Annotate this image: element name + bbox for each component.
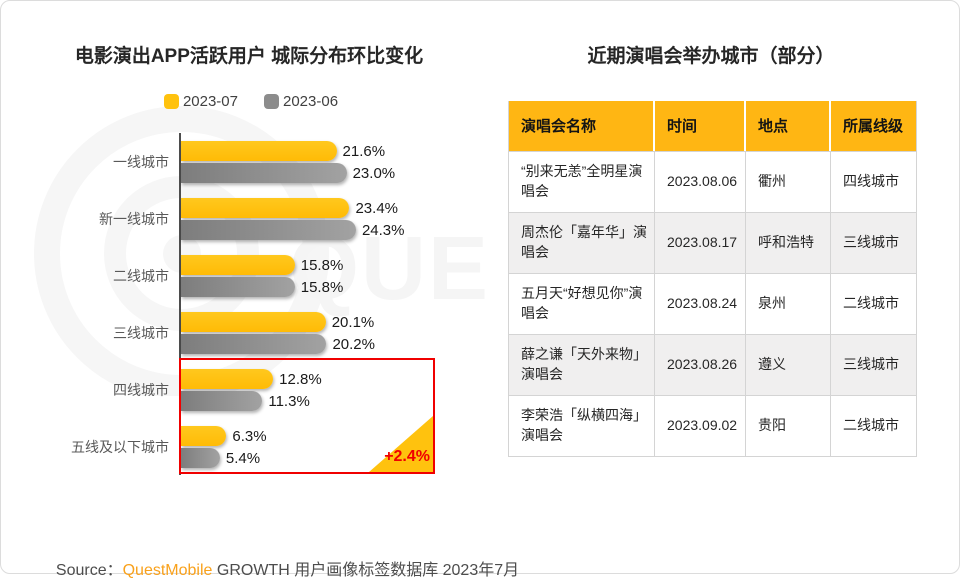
city-cell: 衢州 [746,152,831,212]
bar-value-label: 23.0% [352,164,396,182]
bar-value-label: 15.8% [300,256,344,274]
bar-row-2023-07: 6.3% [181,426,267,446]
tier-cell: 二线城市 [843,295,899,312]
table-row: “别来无恙”全明星演唱会 2023.08.06 衢州 四线城市 [509,151,916,212]
table-header-cell: 演唱会名称 [509,101,655,151]
bar-row-2023-06: 20.2% [181,334,375,354]
bar-2023-07 [181,255,295,275]
bar-row-2023-07: 23.4% [181,198,398,218]
category-label: 五线及以下城市 [71,439,169,455]
bar-value-label: 20.2% [332,335,375,353]
table-title: 近期演唱会举办城市（部分） [587,46,835,67]
bar-2023-06 [181,391,263,411]
legend-swatch-icon [264,94,279,109]
legend-swatch-icon [163,94,179,109]
concert-name-cell: 李荣浩「纵横四海」演唱会 [509,396,655,456]
bar-2023-06 [181,334,327,354]
legend-label: 2023-06 [283,93,339,110]
bar-value-label: 12.8% [279,370,322,388]
bar-2023-07 [181,369,274,389]
concert-name-cell: “别来无恙”全明星演唱会 [509,152,655,212]
chart-category-group: 五线及以下城市 6.3% 5.4% [31,426,479,468]
chart-category-group: 三线城市 20.1% 20.2% [31,312,479,354]
date-cell: 2023.08.24 [655,274,746,334]
concert-name-cell: 五月天“好想见你”演唱会 [509,274,655,334]
bar-2023-07 [181,426,227,446]
chart-axis-line [179,133,181,475]
bar-2023-07 [181,141,337,161]
chart-category-group: 一线城市 21.6% 23.0% [31,141,479,183]
bar-2023-07 [181,312,326,332]
tier-cell: 二线城市 [843,417,899,434]
bar-row-2023-06: 15.8% [181,277,343,297]
category-label: 一线城市 [113,154,169,170]
chart-title: 电影演出APP活跃用户 城际分布环比变化 [74,46,424,67]
concert-name-cell: 周杰伦「嘉年华」演唱会 [509,213,655,273]
city-cell: 贵阳 [746,396,831,456]
city-cell: 呼和浩特 [746,213,831,273]
legend-label: 2023-07 [182,93,238,110]
tier-cell: 三线城市 [843,234,899,251]
bar-value-label: 24.3% [361,221,405,239]
source-suffix: GROWTH 用户画像标签数据库 2023年7月 [212,562,520,579]
bar-row-2023-06: 23.0% [181,163,395,183]
bar-value-label: 20.1% [331,313,375,331]
bar-row-2023-07: 21.6% [181,141,385,161]
concert-table: 演唱会名称 时间 地点 所属线级 “别来无恙”全明星演唱会 2023.08.06 衢州 四线… [508,101,917,457]
category-label: 新一线城市 [99,211,169,227]
bar-row-2023-07: 15.8% [181,255,343,275]
bar-row-2023-06: 5.4% [181,448,260,468]
bar-value-label: 6.3% [232,427,267,445]
bar-row-2023-06: 24.3% [181,220,405,240]
category-label: 四线城市 [113,382,169,398]
bar-value-label: 23.4% [355,199,399,217]
chart-category-group: 四线城市 12.8% 11.3% [31,369,479,411]
category-label: 二线城市 [113,268,169,284]
bar-chart: +2.4% 一线城市 21.6% 23.0% 新一线城市 23.4% 24.3% 二… [31,131,479,481]
city-cell: 泉州 [746,274,831,334]
source-brand: QuestMobile [122,562,213,579]
date-cell: 2023.08.06 [655,152,746,212]
source-prefix: Source： [55,562,123,579]
bar-row-2023-07: 20.1% [181,312,374,332]
tier-cell: 四线城市 [843,173,899,190]
date-cell: 2023.09.02 [655,396,746,456]
city-cell: 遵义 [746,335,831,395]
chart-legend: 2023-07 2023-06 [31,93,471,110]
bar-2023-07 [181,198,350,218]
table-row: 周杰伦「嘉年华」演唱会 2023.08.17 呼和浩特 三线城市 [509,212,916,273]
bar-value-label: 15.8% [300,278,344,296]
bar-value-label: 11.3% [268,392,310,410]
table-header-cell: 时间 [655,101,746,151]
concert-name-cell: 薛之谦「天外来物」演唱会 [509,335,655,395]
table-header-row: 演唱会名称 时间 地点 所属线级 [509,101,916,151]
legend-item: 2023-06 [264,93,338,110]
table-header-cell: 所属线级 [831,101,916,151]
bar-2023-06 [181,277,295,297]
bar-2023-06 [181,220,356,240]
category-label: 三线城市 [113,325,169,341]
legend-item: 2023-07 [163,93,238,110]
table-row: 薛之谦「天外来物」演唱会 2023.08.26 遵义 三线城市 [509,334,916,395]
bar-value-label: 21.6% [342,142,386,160]
date-cell: 2023.08.17 [655,213,746,273]
date-cell: 2023.08.26 [655,335,746,395]
bar-2023-06 [181,163,347,183]
chart-category-group: 二线城市 15.8% 15.8% [31,255,479,297]
table-row: 五月天“好想见你”演唱会 2023.08.24 泉州 二线城市 [509,273,916,334]
bar-row-2023-07: 12.8% [181,369,322,389]
bar-2023-06 [181,448,220,468]
table-header-cell: 地点 [746,101,831,151]
bar-value-label: 5.4% [225,449,261,467]
tier-cell: 三线城市 [843,356,899,373]
table-row: 李荣浩「纵横四海」演唱会 2023.09.02 贵阳 二线城市 [509,395,916,456]
chart-category-group: 新一线城市 23.4% 24.3% [31,198,479,240]
bar-row-2023-06: 11.3% [181,391,310,411]
